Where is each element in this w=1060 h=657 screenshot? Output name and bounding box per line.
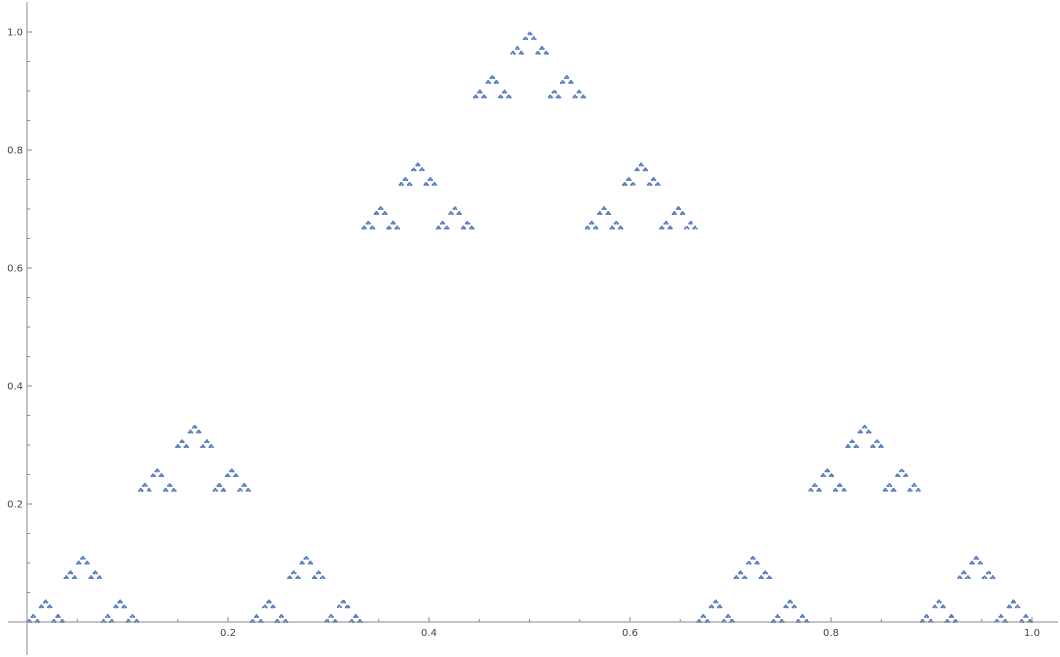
scatter-point — [1027, 616, 1029, 618]
scatter-point — [1016, 605, 1018, 607]
scatter-point — [485, 82, 488, 84]
scatter-point — [472, 227, 474, 229]
scatter-point — [344, 606, 347, 609]
scatter-point — [262, 606, 264, 609]
scatter-point — [364, 226, 366, 228]
scatter-point — [957, 577, 959, 579]
scatter-point — [874, 446, 876, 448]
scatter-point — [454, 207, 457, 209]
scatter-point — [935, 606, 937, 609]
scatter-point — [987, 571, 989, 573]
scatter-point — [533, 38, 536, 40]
scatter-point — [181, 439, 183, 441]
scatter-point — [491, 75, 493, 78]
scatter-point — [681, 211, 683, 214]
scatter-point — [685, 226, 687, 228]
scatter-point — [365, 227, 367, 230]
scatter-point — [249, 489, 251, 491]
scatter-point — [71, 572, 74, 575]
scatter-point — [247, 488, 250, 490]
scatter-point — [733, 577, 736, 579]
scatter-point — [386, 228, 388, 230]
scatter-points — [26, 31, 1033, 623]
scatter-point — [344, 601, 347, 604]
scatter-point — [183, 441, 185, 443]
scatter-point — [529, 32, 531, 34]
scatter-point — [665, 221, 668, 223]
scatter-point — [105, 616, 107, 618]
scatter-point — [172, 488, 175, 490]
scatter-point — [460, 213, 462, 215]
scatter-point — [343, 601, 346, 604]
scatter-point — [145, 485, 148, 487]
scatter-point — [737, 572, 740, 574]
scatter-point — [326, 619, 329, 622]
scatter-point — [200, 445, 203, 448]
scatter-point — [553, 90, 555, 92]
scatter-point — [927, 616, 929, 618]
scatter-point — [323, 576, 325, 579]
scatter-point — [681, 213, 683, 215]
scatter-point — [96, 577, 99, 579]
scatter-point — [728, 615, 731, 618]
scatter-point — [872, 446, 875, 448]
scatter-point — [936, 606, 938, 609]
scatter-point — [439, 228, 442, 230]
scatter-point — [721, 606, 723, 609]
scatter-point — [466, 223, 468, 225]
